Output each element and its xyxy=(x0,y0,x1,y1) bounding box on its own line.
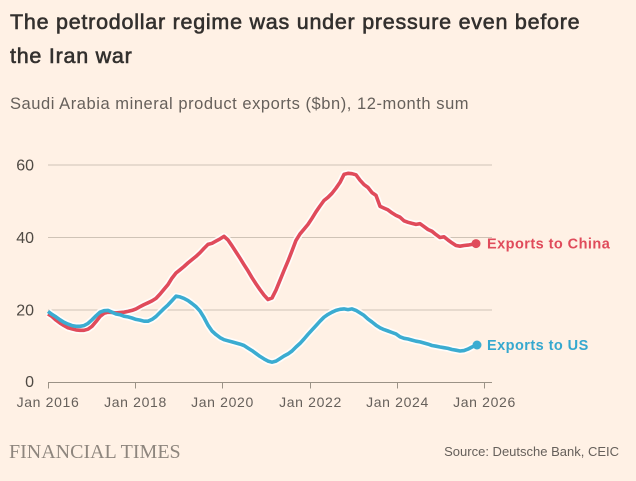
svg-text:Exports to US: Exports to US xyxy=(487,338,589,354)
svg-text:Exports to China: Exports to China xyxy=(487,237,611,253)
svg-text:Jan 2026: Jan 2026 xyxy=(453,394,516,410)
svg-text:Jan 2024: Jan 2024 xyxy=(366,394,429,410)
svg-text:Jan 2022: Jan 2022 xyxy=(279,394,342,410)
svg-text:Jan 2016: Jan 2016 xyxy=(17,394,80,410)
svg-text:40: 40 xyxy=(16,230,34,247)
svg-text:0: 0 xyxy=(25,374,34,391)
svg-text:60: 60 xyxy=(16,158,34,175)
svg-text:Jan 2020: Jan 2020 xyxy=(191,394,254,410)
svg-text:20: 20 xyxy=(16,303,34,320)
svg-text:Jan 2018: Jan 2018 xyxy=(104,394,167,410)
